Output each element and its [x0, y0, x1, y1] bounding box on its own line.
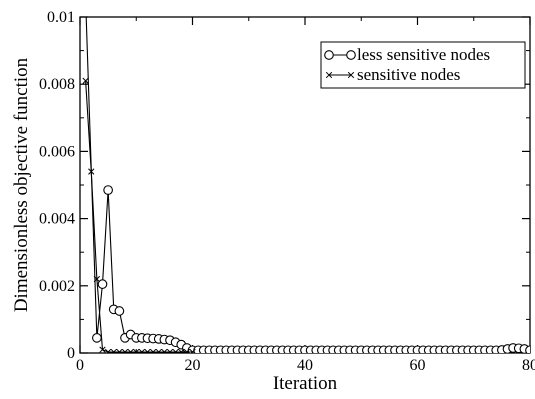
data-point-less-sensitive-nodes: [92, 333, 102, 343]
data-point-sensitive-nodes: [121, 348, 129, 353]
y-tick-label: 0.006: [39, 143, 75, 160]
data-point-sensitive-nodes: [149, 348, 157, 353]
y-tick-label: 0.004: [39, 211, 75, 228]
legend-marker-less-sensitive-nodes: [346, 50, 356, 60]
data-point-sensitive-nodes: [104, 348, 112, 353]
legend-marker-sensitive-nodes: [347, 71, 355, 79]
data-point-sensitive-nodes: [189, 348, 196, 353]
data-point-less-sensitive-nodes: [525, 345, 530, 353]
data-point-less-sensitive-nodes: [81, 0, 90, 5]
data-point-sensitive-nodes: [138, 348, 146, 353]
legend-box: [320, 41, 526, 89]
series-layer: [81, 0, 530, 353]
data-point-sensitive-nodes: [144, 348, 151, 353]
series-line-sensitive-nodes: [85, 80, 193, 353]
data-point-sensitive-nodes: [155, 348, 162, 353]
data-point-less-sensitive-nodes: [97, 279, 108, 289]
legend-marker-less-sensitive-nodes: [324, 50, 334, 60]
y-axis-label: Dimensionless objective function: [11, 57, 32, 312]
data-point-sensitive-nodes: [178, 348, 185, 353]
data-point-sensitive-nodes: [172, 348, 179, 353]
data-point-sensitive-nodes: [88, 168, 95, 175]
x-tick-label: 80: [522, 357, 535, 374]
data-point-sensitive-nodes: [161, 348, 168, 353]
data-point-sensitive-nodes: [82, 77, 89, 84]
data-point-sensitive-nodes: [99, 346, 106, 353]
data-point-sensitive-nodes: [93, 275, 101, 283]
data-point-sensitive-nodes: [116, 348, 123, 353]
series-sensitive-nodes: [82, 77, 196, 353]
y-tick-label: 0.002: [39, 278, 75, 295]
data-point-sensitive-nodes: [183, 348, 191, 353]
x-tick-label: 60: [410, 357, 426, 374]
data-point-less-sensitive-nodes: [114, 306, 125, 316]
legend-label-sensitive-nodes: sensitive nodes: [357, 65, 460, 84]
y-tick-label: 0: [67, 345, 75, 362]
y-tick-label: 0.01: [47, 9, 75, 26]
data-point-less-sensitive-nodes: [103, 185, 113, 195]
data-point-sensitive-nodes: [127, 348, 134, 353]
x-tick-label: 0: [76, 357, 84, 374]
legend-marker-sensitive-nodes: [325, 71, 333, 79]
data-point-sensitive-nodes: [166, 348, 174, 353]
x-axis-label: Iteration: [273, 373, 338, 394]
x-tick-label: 20: [185, 357, 201, 374]
y-tick-label: 0.008: [39, 76, 75, 93]
data-point-sensitive-nodes: [133, 348, 140, 353]
x-tick-label: 40: [297, 357, 313, 374]
legend-label-less-sensitive-nodes: less sensitive nodes: [357, 45, 490, 64]
series-less-sensitive-nodes: [81, 0, 530, 353]
data-point-sensitive-nodes: [110, 348, 117, 353]
